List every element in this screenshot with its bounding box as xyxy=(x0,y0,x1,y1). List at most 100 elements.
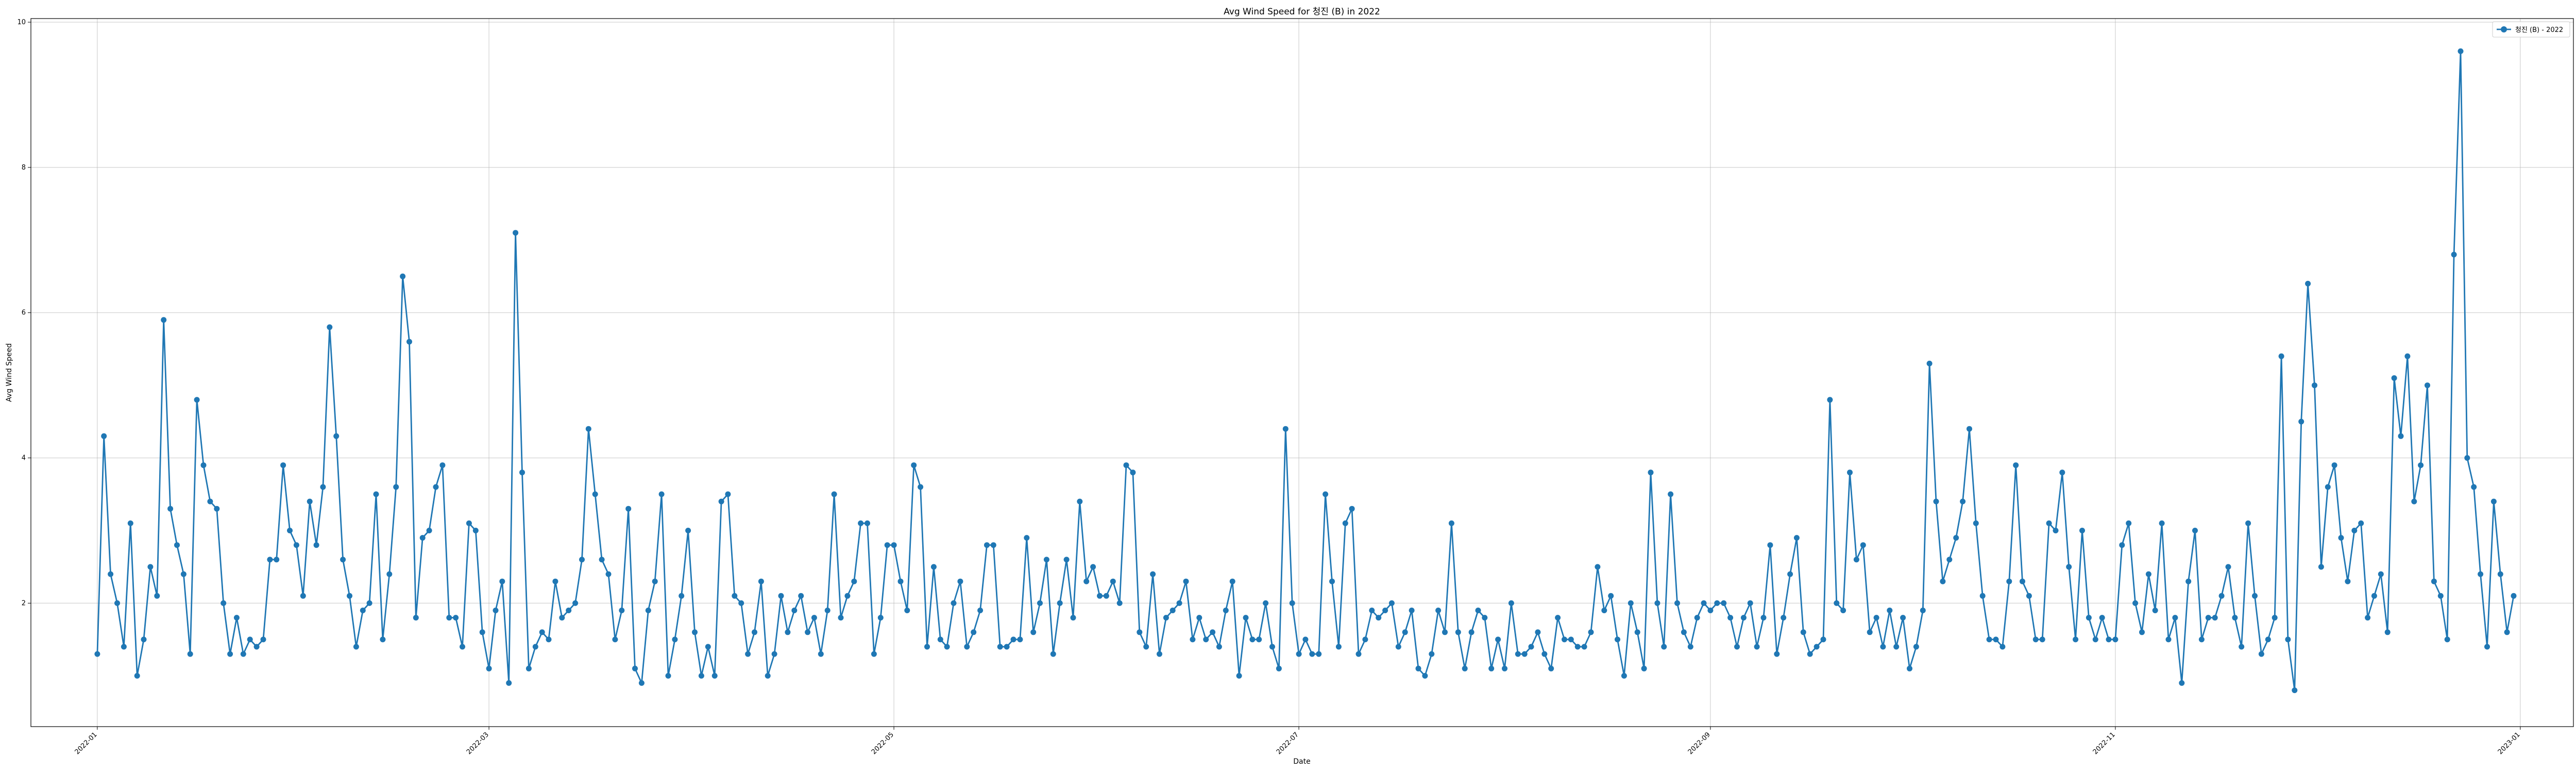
data-point xyxy=(1137,629,1143,635)
data-point xyxy=(1482,615,1488,621)
data-point xyxy=(559,615,565,621)
data-point xyxy=(1282,426,1289,432)
data-point xyxy=(1973,520,1979,526)
data-point xyxy=(1793,535,1800,541)
data-point xyxy=(380,636,386,643)
data-point xyxy=(1562,636,1567,643)
data-point xyxy=(1335,644,1342,650)
data-point xyxy=(738,600,744,606)
y-tick-label: 4 xyxy=(22,455,26,462)
data-point xyxy=(1057,600,1063,606)
y-axis: 2 4 6 8 10 xyxy=(17,19,31,607)
data-point xyxy=(2504,629,2510,635)
data-point xyxy=(2437,593,2444,599)
legend-marker xyxy=(2501,26,2507,32)
data-point xyxy=(1621,673,1627,679)
data-point xyxy=(1681,629,1687,635)
data-point xyxy=(147,564,154,570)
data-point xyxy=(280,462,286,468)
data-point xyxy=(300,593,306,599)
data-point xyxy=(2358,520,2364,526)
data-point xyxy=(1740,615,1747,621)
data-point xyxy=(274,557,280,563)
data-point xyxy=(2411,498,2417,505)
data-point xyxy=(1548,665,1554,671)
data-point xyxy=(2172,615,2178,621)
data-point xyxy=(665,673,671,679)
data-point xyxy=(1707,608,1714,613)
data-point xyxy=(1190,636,1196,643)
data-point xyxy=(791,608,798,613)
data-point xyxy=(984,542,990,548)
data-point xyxy=(2079,528,2085,533)
data-point xyxy=(1615,636,1620,643)
data-point xyxy=(625,506,632,512)
data-point xyxy=(951,600,957,606)
data-point xyxy=(1940,578,1946,584)
data-point xyxy=(778,593,784,599)
data-point xyxy=(765,673,771,679)
data-point xyxy=(1183,578,1189,584)
data-point xyxy=(1236,673,1242,679)
data-point xyxy=(207,498,213,505)
data-point xyxy=(1296,651,1302,657)
data-point xyxy=(2365,615,2371,621)
data-point xyxy=(2006,578,2012,584)
data-point xyxy=(353,644,359,650)
data-point xyxy=(2431,578,2437,584)
data-point xyxy=(1130,469,1136,476)
data-point xyxy=(1157,651,1162,657)
data-point xyxy=(1535,629,1541,635)
data-point xyxy=(1256,636,1262,643)
data-point xyxy=(2026,593,2032,599)
data-point xyxy=(619,608,625,613)
data-point xyxy=(1595,564,1601,570)
data-point xyxy=(1329,578,1335,584)
data-point xyxy=(1395,644,1401,650)
data-point xyxy=(1269,644,1275,650)
data-point xyxy=(1323,491,1329,497)
data-point xyxy=(1754,644,1760,650)
data-point xyxy=(486,665,492,671)
data-point xyxy=(1289,600,1295,606)
data-point xyxy=(1727,615,1734,621)
data-point xyxy=(2325,484,2331,490)
data-point xyxy=(2145,571,2151,577)
data-point xyxy=(161,317,167,323)
data-point xyxy=(214,506,220,512)
data-point xyxy=(1993,636,1999,643)
data-point xyxy=(2497,571,2503,577)
y-axis-label: Avg Wind Speed xyxy=(5,343,13,402)
data-point xyxy=(393,484,399,490)
data-point xyxy=(127,520,133,526)
data-point xyxy=(1834,600,1840,606)
data-point xyxy=(466,520,472,526)
data-point xyxy=(692,629,698,635)
data-point xyxy=(884,542,890,548)
data-point xyxy=(2345,578,2351,584)
data-point xyxy=(1176,600,1182,606)
data-point xyxy=(114,600,120,606)
legend: 청진 (B) - 2022 xyxy=(2492,21,2570,38)
data-point xyxy=(1276,665,1282,671)
data-point xyxy=(1123,462,1129,468)
data-point xyxy=(552,578,558,584)
data-point xyxy=(1814,644,1820,650)
data-point xyxy=(2511,593,2517,599)
data-point xyxy=(1376,615,1382,621)
data-point xyxy=(1462,665,1468,671)
data-point xyxy=(1628,600,1634,606)
data-point xyxy=(798,593,804,599)
data-point xyxy=(1163,615,1169,621)
data-point xyxy=(2371,593,2377,599)
data-point xyxy=(1143,644,1149,650)
data-point xyxy=(253,644,260,650)
data-point xyxy=(1701,600,1707,606)
data-point xyxy=(526,665,532,671)
data-point xyxy=(679,593,685,599)
data-point xyxy=(1907,665,1912,671)
data-point xyxy=(1668,491,1674,497)
data-point xyxy=(632,665,638,671)
data-point xyxy=(964,644,970,650)
